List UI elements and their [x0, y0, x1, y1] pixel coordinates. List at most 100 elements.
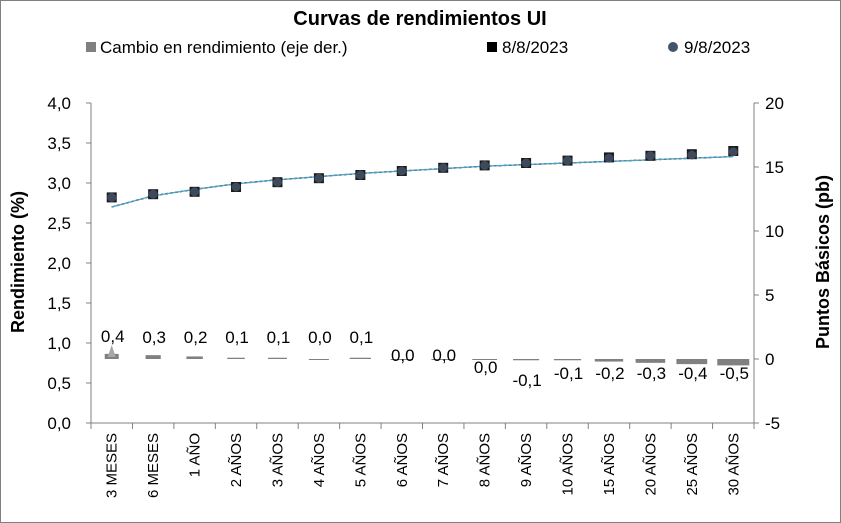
data-label: -0,5	[720, 364, 749, 383]
data-label: 0,3	[142, 328, 166, 347]
legend-label-curr: 9/8/2023	[684, 38, 750, 57]
y2-tick-label: 15	[765, 158, 784, 177]
chart-title: Curvas de rendimientos UI	[293, 8, 546, 30]
circle-marker	[521, 158, 531, 168]
circle-marker	[190, 187, 200, 197]
bar	[308, 359, 329, 360]
category-label: 7 AÑOS	[435, 433, 452, 487]
category-label: 3 AÑOS	[269, 433, 286, 487]
bar	[431, 359, 456, 360]
category-label: 6 MESES	[145, 433, 162, 498]
category-label: 15 AÑOS	[601, 433, 618, 496]
bar	[349, 357, 371, 359]
bar	[145, 355, 161, 359]
y-tick-label: 1,0	[47, 334, 71, 353]
circle-marker	[231, 182, 241, 192]
data-label: 0,1	[267, 328, 291, 347]
circle-marker	[438, 163, 448, 173]
data-label: 0,4	[101, 327, 125, 346]
circle-marker	[563, 156, 573, 166]
circle-marker	[728, 147, 738, 157]
circle-marker	[148, 189, 158, 199]
y-tick-label: 3,5	[47, 134, 71, 153]
circle-marker	[272, 177, 282, 187]
bar-series	[104, 345, 750, 366]
legend-item-change[interactable]: Cambio en rendimiento (eje der.)	[86, 38, 348, 57]
legend: Cambio en rendimiento (eje der.) 8/8/202…	[86, 38, 750, 57]
axes: 0,0 0,5 1,0 1,5 2,0 2,5 3,0 3,5 4,0 -5 0 5 10 15 20	[47, 94, 784, 433]
y2-axis-title: Puntos Básicos (pb)	[813, 175, 833, 349]
bar	[268, 357, 287, 359]
circle-marker	[645, 151, 655, 161]
data-label: -0,2	[595, 364, 624, 383]
fitted-curves	[111, 155, 734, 208]
y2-tick-label: -5	[765, 414, 780, 433]
y-tick-label: 2,0	[47, 254, 71, 273]
data-label: -0,1	[512, 371, 541, 390]
bar	[513, 359, 540, 361]
y-tick-label: 3,0	[47, 174, 71, 193]
bar	[227, 357, 245, 359]
data-label: 0,0	[391, 346, 415, 365]
y-tick-label: 2,5	[47, 214, 71, 233]
y-axis-title: Rendimiento (%)	[8, 191, 28, 333]
legend-label-prev: 8/8/2023	[502, 38, 568, 57]
category-label: 8 AÑOS	[477, 433, 494, 487]
legend-label-change: Cambio en rendimiento (eje der.)	[100, 38, 348, 57]
category-label: 3 MESES	[104, 433, 121, 498]
category-label: 25 AÑOS	[684, 433, 701, 496]
data-label: -0,3	[637, 364, 666, 383]
y-tick-label: 0,5	[47, 374, 71, 393]
bar	[594, 359, 624, 362]
legend-swatch-curr	[668, 42, 678, 52]
fitted-curve-dashed	[111, 155, 734, 208]
data-labels: 0,4 0,3 0,2 0,1 0,1 0,0 0,1 0,0 0,0 0,0 -0,1 -0,1 -0…	[101, 327, 749, 390]
circle-marker	[687, 150, 697, 160]
data-label: -0,4	[678, 364, 707, 383]
category-label: 9 AÑOS	[518, 433, 535, 487]
category-label: 20 AÑOS	[642, 433, 659, 496]
data-label: 0,0	[474, 358, 498, 377]
bar	[186, 356, 203, 359]
category-labels: 3 MESES 6 MESES 1 AÑO 2 AÑOS 3 AÑOS 4 AÑOS 5 A…	[104, 433, 743, 498]
circle-marker	[107, 192, 117, 202]
y-tick-label: 0,0	[47, 414, 71, 433]
y2-tick-label: 20	[765, 94, 784, 113]
data-label: 0,0	[432, 346, 456, 365]
y2-tick-label: 10	[765, 222, 784, 241]
legend-swatch-change	[86, 42, 96, 52]
category-label: 6 AÑOS	[394, 433, 411, 487]
circle-marker	[604, 153, 614, 163]
bar	[635, 359, 666, 363]
category-label: 5 AÑOS	[352, 433, 369, 487]
bar	[390, 359, 413, 360]
category-label: 30 AÑOS	[725, 433, 742, 496]
fitted-curve-solid	[111, 156, 734, 208]
bar	[553, 359, 582, 361]
data-label: -0,1	[554, 364, 583, 383]
triangle-marker	[107, 345, 116, 357]
circle-marker	[397, 166, 407, 176]
data-label: 0,1	[350, 328, 374, 347]
legend-item-curr[interactable]: 9/8/2023	[668, 38, 750, 57]
data-label: 0,2	[184, 328, 208, 347]
category-label: 10 AÑOS	[560, 433, 577, 496]
data-label: 0,0	[308, 328, 332, 347]
y-tick-label: 1,5	[47, 294, 71, 313]
y-tick-label: 4,0	[47, 94, 71, 113]
category-label: 4 AÑOS	[311, 433, 328, 487]
circle-marker	[355, 170, 365, 180]
category-label: 1 AÑO	[187, 433, 204, 477]
circle-marker	[480, 160, 490, 170]
bar	[717, 359, 750, 366]
legend-item-prev[interactable]: 8/8/2023	[487, 38, 568, 57]
marker-series	[106, 146, 739, 203]
circle-marker	[314, 173, 324, 183]
bar	[472, 359, 498, 360]
legend-swatch-prev	[487, 42, 497, 52]
y2-tick-label: 0	[765, 350, 774, 369]
y2-tick-label: 5	[765, 286, 774, 305]
bar	[676, 359, 708, 365]
category-label: 2 AÑOS	[228, 433, 245, 487]
